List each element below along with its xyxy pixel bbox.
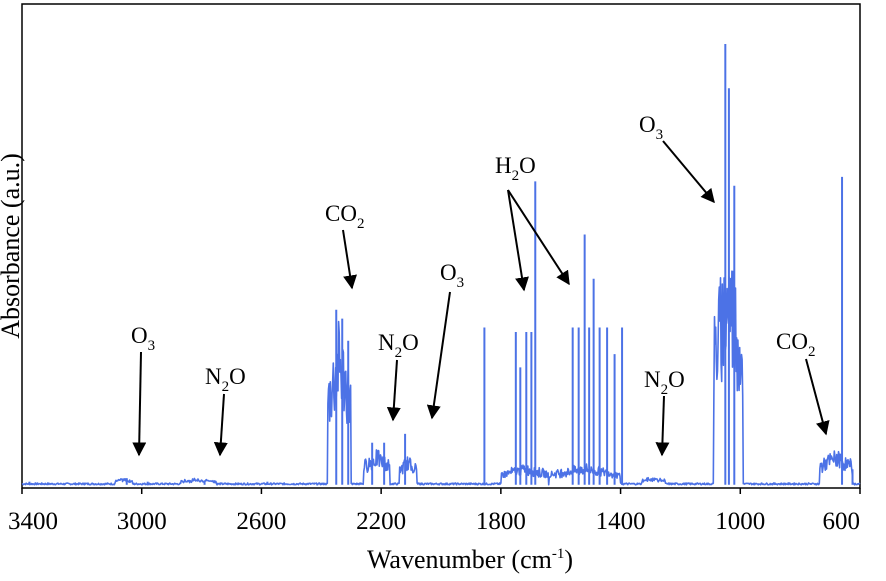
annotation-n2o-2810: N2O xyxy=(205,364,246,457)
svg-text:CO2: CO2 xyxy=(776,329,815,360)
x-tick-label: 3400 xyxy=(8,508,58,535)
spectrum-line xyxy=(21,270,861,486)
x-tick-label: 1800 xyxy=(476,508,526,535)
annotation-o3-1040: O3 xyxy=(639,112,715,204)
y-axis-title: Absorbance (a.u.) xyxy=(0,153,25,339)
annotation-n2o-1290: N2O xyxy=(644,367,685,457)
x-axis-title: Wavenumber (cm-1) xyxy=(367,545,573,574)
peak-lines xyxy=(28,44,854,485)
annotation-o3-2110: O3 xyxy=(426,260,464,420)
svg-text:O3: O3 xyxy=(131,323,155,354)
x-tick-label: 1000 xyxy=(715,508,765,535)
x-tick-label: 3000 xyxy=(117,508,167,535)
x-tick-label: 2200 xyxy=(356,508,406,535)
annotation-h2o: H2O xyxy=(495,153,570,292)
x-ticks xyxy=(21,488,861,494)
svg-text:O3: O3 xyxy=(639,112,663,143)
svg-text:CO2: CO2 xyxy=(325,201,364,232)
x-tick-label: 1400 xyxy=(596,508,646,535)
plot-frame xyxy=(21,3,861,489)
annotation-o3-3060: O3 xyxy=(131,323,155,457)
x-tick-label: 2600 xyxy=(236,508,286,535)
svg-text:N2O: N2O xyxy=(205,364,246,395)
svg-text:H2O: H2O xyxy=(495,153,536,184)
svg-text:N2O: N2O xyxy=(644,367,685,398)
x-tick-labels: 3400 3000 2600 2200 1800 1400 1000 600 xyxy=(8,508,860,535)
annotation-n2o-2215: N2O xyxy=(378,330,419,422)
svg-text:N2O: N2O xyxy=(378,330,419,361)
annotation-co2-2340: CO2 xyxy=(325,201,364,290)
svg-text:O3: O3 xyxy=(440,260,464,291)
annotation-co2-680: CO2 xyxy=(776,329,830,436)
x-tick-label: 600 xyxy=(823,508,861,535)
